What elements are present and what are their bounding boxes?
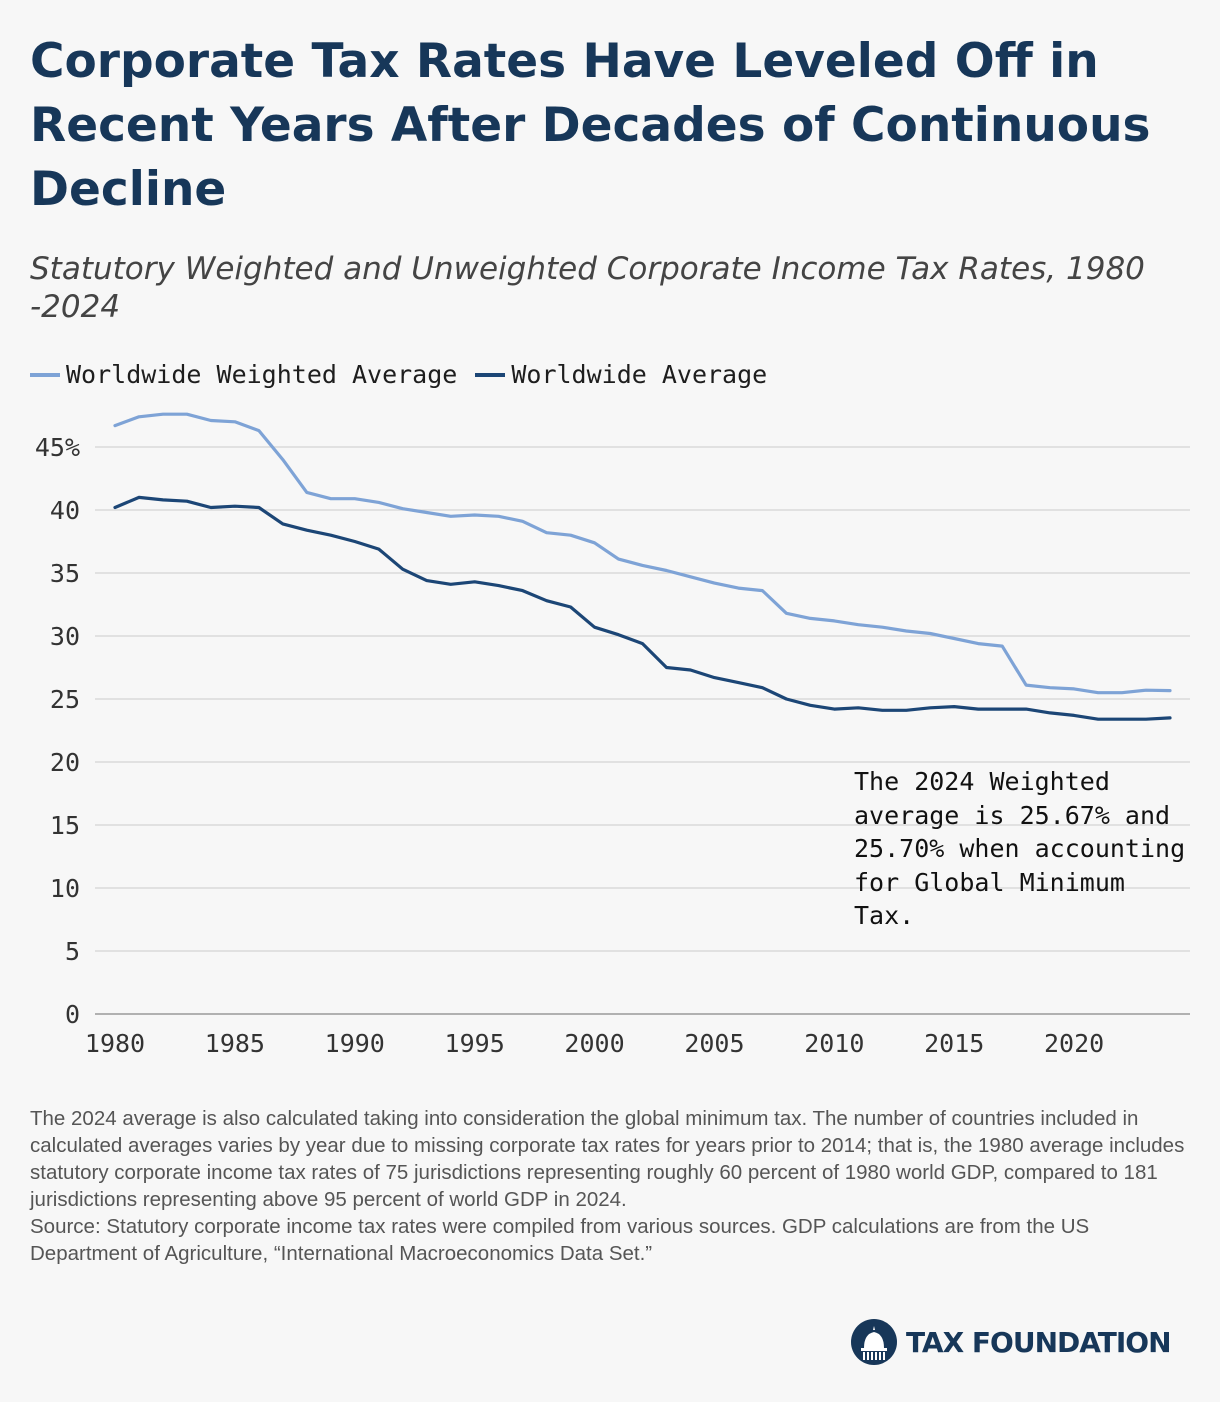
tax-foundation-logo[interactable]: TAX FOUNDATION bbox=[850, 1318, 1172, 1366]
y-tick-label-45: 45% bbox=[35, 433, 80, 462]
y-tick-label-25: 25 bbox=[50, 685, 80, 714]
y-tick-label-40: 40 bbox=[50, 496, 80, 525]
legend-label-weighted: Worldwide Weighted Average bbox=[66, 360, 458, 389]
legend-label-average: Worldwide Average bbox=[511, 360, 768, 389]
y-tick-label-30: 30 bbox=[50, 622, 80, 651]
chart-notes: The 2024 average is also calculated taki… bbox=[30, 1105, 1195, 1267]
series-lines bbox=[113, 412, 1172, 721]
x-tick-label-2020: 2020 bbox=[1044, 1029, 1104, 1058]
legend-item-weighted: Worldwide Weighted Average bbox=[30, 360, 457, 389]
capitol-dome-icon bbox=[851, 1319, 897, 1365]
x-tick-label-1995: 1995 bbox=[445, 1029, 505, 1058]
x-tick-label-2005: 2005 bbox=[684, 1029, 744, 1058]
note-text: The 2024 average is also calculated taki… bbox=[30, 1107, 1185, 1211]
chart-title: Corporate Tax Rates Have Leveled Off in … bbox=[30, 34, 1151, 217]
x-axis-ticks: 1980 1985 1990 1995 2000 2005 2010 2015 2020 bbox=[85, 1029, 1104, 1058]
source-text: Source: Statutory corporate income tax r… bbox=[30, 1215, 1090, 1265]
y-axis-ticks: 0 5 10 15 20 25 30 35 40 45% bbox=[35, 433, 80, 1029]
y-tick-label-5: 5 bbox=[65, 937, 80, 966]
chart-legend: Worldwide Weighted Average Worldwide Ave… bbox=[30, 360, 785, 389]
logo-text: TAX FOUNDATION bbox=[906, 1325, 1172, 1359]
y-tick-label-20: 20 bbox=[50, 748, 80, 777]
y-tick-label-15: 15 bbox=[50, 811, 80, 840]
y-tick-label-10: 10 bbox=[50, 874, 80, 903]
legend-swatch-weighted bbox=[30, 372, 60, 377]
x-tick-label-1990: 1990 bbox=[325, 1029, 385, 1058]
legend-swatch-average bbox=[475, 372, 506, 377]
series-line-average bbox=[113, 495, 1172, 721]
x-tick-label-2015: 2015 bbox=[924, 1029, 984, 1058]
grid-lines bbox=[95, 446, 1190, 1015]
series-line-weighted bbox=[113, 412, 1172, 695]
x-tick-label-2000: 2000 bbox=[564, 1029, 624, 1058]
x-tick-label-2010: 2010 bbox=[804, 1029, 864, 1058]
x-tick-label-1985: 1985 bbox=[205, 1029, 265, 1058]
line-chart: 0 5 10 15 20 25 30 35 40 45% 1980 1985 1990 1995 2000… bbox=[35, 412, 1190, 1058]
legend-item-average: Worldwide Average bbox=[475, 360, 767, 389]
chart-subtitle: Statutory Weighted and Unweighted Corpor… bbox=[30, 251, 1145, 325]
chart-annotation: The 2024 Weighted average is 25.67% and … bbox=[854, 767, 1186, 930]
x-tick-label-1980: 1980 bbox=[85, 1029, 145, 1058]
y-tick-label-35: 35 bbox=[50, 559, 80, 588]
y-tick-label-0: 0 bbox=[65, 1000, 80, 1029]
